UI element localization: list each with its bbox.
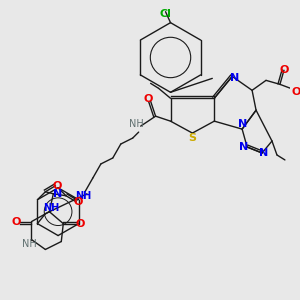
Text: N: N [53, 189, 62, 199]
Text: NH: NH [129, 119, 144, 129]
Text: Cl: Cl [160, 9, 172, 19]
Text: NH: NH [22, 238, 37, 248]
Text: O: O [291, 87, 300, 97]
Text: O: O [144, 94, 153, 104]
Text: N: N [238, 142, 248, 152]
Text: N: N [238, 119, 247, 129]
Text: NH: NH [75, 191, 91, 201]
Text: N: N [230, 74, 239, 83]
Text: N: N [260, 148, 269, 158]
Text: O: O [12, 217, 21, 226]
Text: O: O [279, 65, 289, 75]
Text: O: O [76, 219, 85, 229]
Text: O: O [73, 197, 83, 207]
Text: S: S [188, 133, 196, 143]
Text: NH: NH [43, 203, 59, 213]
Text: O: O [52, 181, 62, 191]
